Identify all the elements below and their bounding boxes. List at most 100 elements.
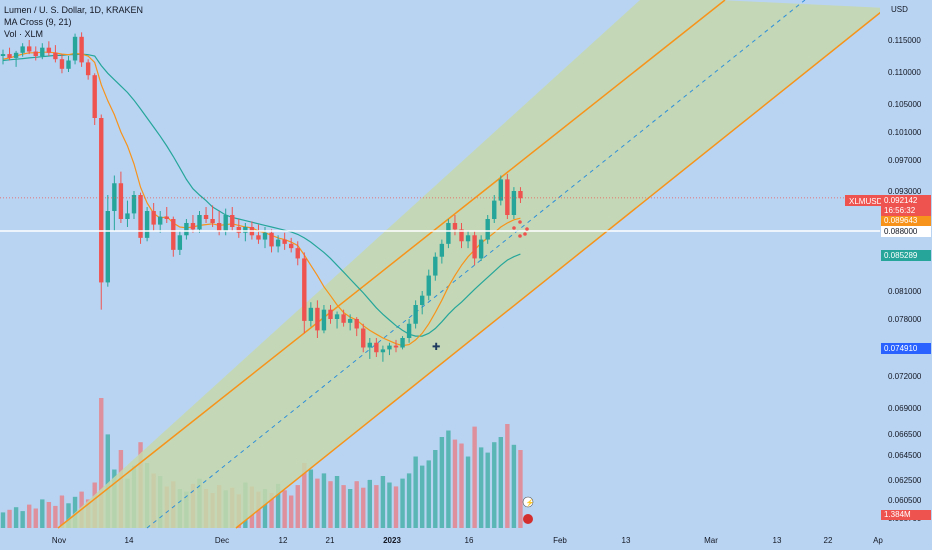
candle-body (230, 215, 235, 227)
volume-bar (406, 473, 412, 528)
candle-body (341, 314, 346, 323)
candle-body (27, 46, 32, 52)
candle-body (511, 191, 517, 215)
candle-body (328, 309, 333, 319)
candle-body (433, 256, 438, 276)
ma-cross-indicator-label[interactable]: MA Cross (9, 21) (4, 17, 72, 27)
candle-body (216, 223, 222, 231)
candle-body (223, 215, 228, 231)
candle-body (85, 62, 91, 76)
x-tick-label: 14 (125, 536, 134, 545)
x-tick-label: 21 (326, 536, 335, 545)
volume-bar (289, 495, 294, 528)
candle-body (20, 46, 25, 53)
candle-body (125, 213, 130, 219)
volume-value-text: 1.384M (884, 510, 911, 519)
countdown-text: 16:56:32 (884, 206, 916, 215)
candle-body (452, 223, 458, 230)
y-tick-label: 0.066500 (888, 430, 922, 439)
x-tick-label: 12 (279, 536, 288, 545)
volume-bar (262, 489, 268, 528)
candle-body (203, 215, 209, 219)
volume-bar (59, 495, 65, 528)
chart-title[interactable]: Lumen / U. S. Dollar, 1D, KRAKEN (4, 5, 144, 15)
candle-body (105, 211, 110, 283)
volume-bar (99, 398, 104, 528)
ma-fast-line (2, 51, 521, 347)
candle-body (302, 258, 307, 321)
candle-body (7, 54, 12, 58)
symbol-text: XLMUSD (849, 197, 883, 206)
volume-value-tag (881, 510, 931, 520)
candle-body (66, 60, 71, 69)
volume-bar (275, 483, 281, 528)
candle-body (210, 219, 215, 223)
volume-bar (413, 456, 418, 528)
y-tick-label: 0.110000 (888, 68, 921, 77)
volume-bar (308, 469, 314, 528)
candle-body (413, 305, 418, 324)
volume-bar (315, 478, 320, 528)
volume-indicator-label[interactable]: Vol · XLM (4, 29, 44, 39)
volume-bar (20, 511, 25, 528)
channel-upper-line (57, 0, 726, 529)
candle-body (158, 216, 163, 225)
regression-channel[interactable] (40, 0, 887, 529)
candle-body (59, 59, 65, 69)
candle-body (197, 215, 202, 230)
overlay-layer: ✚ (0, 197, 880, 353)
candle-body (315, 307, 320, 331)
volume-bar (347, 489, 353, 528)
candle-body (79, 36, 84, 63)
candle-body (46, 47, 52, 53)
signal-dot (523, 232, 527, 236)
candle-body (505, 179, 510, 215)
volume-bar (505, 424, 510, 528)
volume-bar (472, 426, 477, 528)
volume-bar (328, 481, 333, 528)
volume-bar (334, 476, 340, 528)
volume-bar (13, 507, 19, 528)
candle-body (380, 349, 386, 353)
ma-slow-value-tag (881, 250, 931, 261)
candle-body (465, 235, 471, 242)
volume-bar (53, 505, 58, 528)
candle-body (138, 195, 143, 238)
volume-bar (433, 450, 438, 528)
axis-currency: USD (891, 5, 908, 14)
volume-bar (387, 482, 392, 528)
y-tick-label: 0.115000 (888, 36, 921, 45)
y-tick-label: 0.062500 (888, 476, 922, 485)
candle-body (243, 227, 248, 233)
volume-bar (459, 443, 464, 528)
candle-body (112, 183, 117, 211)
x-tick-label: Dec (215, 536, 229, 545)
candle-body (92, 75, 97, 118)
candle-body (236, 227, 241, 233)
candle-body (367, 342, 372, 348)
chart-header: Lumen / U. S. Dollar, 1D, KRAKEN MA Cros… (4, 4, 143, 40)
candle-body (40, 47, 45, 56)
ma-cross-lines (2, 51, 521, 347)
us-flag-icon (523, 514, 533, 524)
candle-body (492, 200, 497, 219)
candle-body (347, 319, 353, 323)
level-label-tag (881, 343, 931, 354)
symbol-tag (845, 195, 885, 206)
y-tick-label: 0.081000 (888, 287, 922, 296)
y-tick-label: 0.064500 (888, 451, 922, 460)
candle-body (164, 216, 169, 219)
price-axis-panel (880, 0, 932, 550)
candle-body (387, 345, 392, 350)
candle-body (131, 195, 137, 214)
candle-body (478, 239, 484, 259)
candle-body (354, 319, 359, 329)
axis-layer[interactable]: USD 0.115000 0.110000 0.105000 0.101000 0.097… (52, 0, 932, 550)
volume-bar (400, 478, 405, 528)
signal-dot (525, 227, 529, 231)
level-label-text: 0.074910 (884, 344, 918, 353)
last-price-tag (881, 195, 931, 206)
volume-bar (33, 508, 38, 528)
volume-bar (321, 473, 327, 528)
